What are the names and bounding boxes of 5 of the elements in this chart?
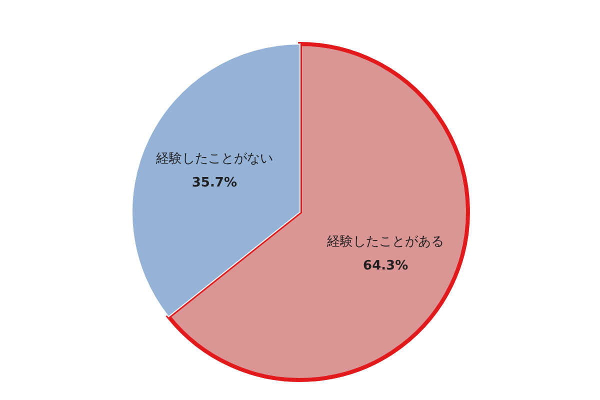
- pie-slice: [132, 44, 300, 318]
- data-label: 64.3%: [363, 258, 408, 274]
- data-label: 35.7%: [192, 176, 237, 191]
- slice-label: 経験したことがある: [326, 234, 444, 250]
- slice-label: 経験したことがない: [154, 152, 273, 167]
